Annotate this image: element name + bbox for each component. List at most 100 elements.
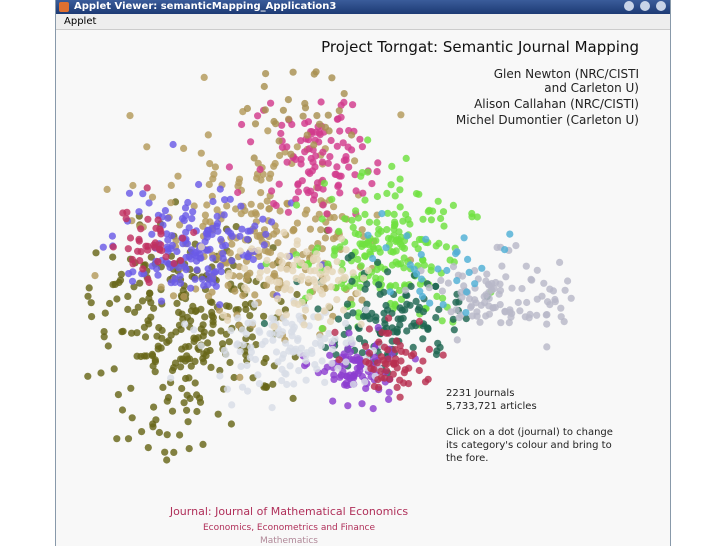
journal-dot[interactable] [155, 428, 163, 437]
journal-dot[interactable] [303, 248, 311, 256]
journal-dot[interactable] [396, 186, 404, 194]
journal-dot[interactable] [167, 199, 175, 207]
journal-dot[interactable] [452, 306, 460, 314]
journal-dot[interactable] [318, 357, 326, 365]
journal-dot[interactable] [131, 308, 139, 316]
journal-dot[interactable] [455, 314, 463, 322]
journal-dot[interactable] [137, 225, 145, 233]
journal-dot[interactable] [297, 160, 305, 168]
journal-dot[interactable] [543, 320, 551, 328]
journal-dot[interactable] [251, 355, 260, 364]
journal-dot[interactable] [191, 307, 200, 316]
journal-dot[interactable] [198, 275, 207, 283]
journal-dot[interactable] [265, 205, 273, 213]
journal-dot[interactable] [356, 135, 364, 143]
journal-dot[interactable] [348, 216, 356, 224]
journal-dot[interactable] [314, 305, 322, 313]
journal-dot[interactable] [300, 321, 308, 329]
journal-dot[interactable] [364, 231, 372, 239]
journal-dot[interactable] [204, 131, 212, 139]
journal-dot[interactable] [268, 218, 276, 226]
journal-dot[interactable] [489, 304, 497, 312]
journal-dot[interactable] [248, 333, 256, 341]
journal-dot[interactable] [289, 68, 297, 76]
journal-dot[interactable] [415, 317, 423, 326]
journal-dot[interactable] [151, 356, 159, 364]
journal-dot[interactable] [129, 181, 137, 190]
journal-dot[interactable] [177, 325, 185, 333]
journal-dot[interactable] [465, 268, 473, 276]
journal-dot[interactable] [557, 304, 565, 312]
journal-dot[interactable] [208, 329, 216, 337]
journal-dot[interactable] [360, 274, 368, 282]
journal-dot[interactable] [247, 200, 255, 208]
journal-dot[interactable] [182, 266, 190, 274]
journal-dot[interactable] [422, 235, 430, 243]
journal-dot[interactable] [293, 256, 301, 264]
journal-dot[interactable] [275, 180, 283, 188]
journal-dot[interactable] [254, 371, 262, 379]
journal-dot[interactable] [354, 255, 362, 263]
journal-dot[interactable] [449, 263, 458, 271]
journal-dot[interactable] [142, 242, 150, 250]
journal-dot[interactable] [190, 251, 198, 259]
journal-dot[interactable] [392, 258, 400, 266]
journal-dot[interactable] [443, 266, 451, 275]
journal-dot[interactable] [278, 354, 286, 362]
journal-dot[interactable] [180, 144, 188, 152]
journal-dot[interactable] [169, 292, 178, 300]
journal-dot[interactable] [437, 214, 445, 223]
journal-dot[interactable] [260, 241, 268, 249]
journal-dot[interactable] [110, 365, 118, 373]
journal-dot[interactable] [252, 210, 260, 219]
journal-dot[interactable] [221, 196, 229, 204]
journal-dot[interactable] [156, 246, 164, 254]
journal-dot[interactable] [349, 309, 357, 317]
journal-dot[interactable] [167, 331, 175, 339]
journal-dot[interactable] [330, 213, 338, 222]
journal-dot[interactable] [312, 128, 320, 136]
journal-dot[interactable] [316, 262, 324, 270]
journal-dot[interactable] [543, 343, 551, 351]
journal-dot[interactable] [364, 168, 372, 176]
journal-dot[interactable] [216, 301, 224, 309]
journal-dot[interactable] [278, 121, 286, 129]
journal-dot[interactable] [265, 174, 273, 182]
journal-dot[interactable] [369, 254, 377, 263]
journal-dot[interactable] [148, 350, 156, 358]
journal-dot[interactable] [87, 299, 95, 307]
journal-dot[interactable] [247, 138, 255, 146]
journal-dot[interactable] [385, 395, 393, 403]
journal-dot[interactable] [205, 292, 213, 300]
journal-dot[interactable] [312, 284, 320, 292]
journal-dot[interactable] [205, 269, 213, 277]
journal-dot[interactable] [180, 293, 188, 301]
journal-dot[interactable] [333, 142, 341, 150]
journal-dot[interactable] [226, 358, 234, 367]
journal-dot[interactable] [342, 358, 350, 366]
journal-dot[interactable] [522, 262, 530, 270]
journal-dot[interactable] [296, 315, 304, 324]
journal-dot[interactable] [434, 265, 442, 273]
journal-dot[interactable] [225, 163, 233, 171]
journal-dot[interactable] [362, 342, 370, 350]
journal-dot[interactable] [419, 357, 427, 365]
journal-dot[interactable] [152, 416, 160, 424]
journal-dot[interactable] [151, 239, 159, 247]
journal-dot[interactable] [400, 369, 408, 377]
journal-dot[interactable] [317, 98, 325, 106]
journal-dot[interactable] [453, 277, 461, 285]
journal-dot[interactable] [251, 120, 260, 128]
journal-dot[interactable] [318, 278, 326, 287]
journal-dot[interactable] [262, 70, 270, 78]
journal-dot[interactable] [104, 342, 112, 350]
journal-dot[interactable] [199, 354, 207, 363]
journal-dot[interactable] [321, 234, 329, 242]
journal-dot[interactable] [381, 320, 389, 328]
journal-dot[interactable] [344, 402, 352, 410]
journal-dot[interactable] [464, 255, 472, 263]
journal-dot[interactable] [175, 264, 183, 272]
journal-dot[interactable] [302, 376, 310, 384]
journal-dot[interactable] [384, 268, 392, 276]
journal-dot[interactable] [227, 327, 235, 335]
